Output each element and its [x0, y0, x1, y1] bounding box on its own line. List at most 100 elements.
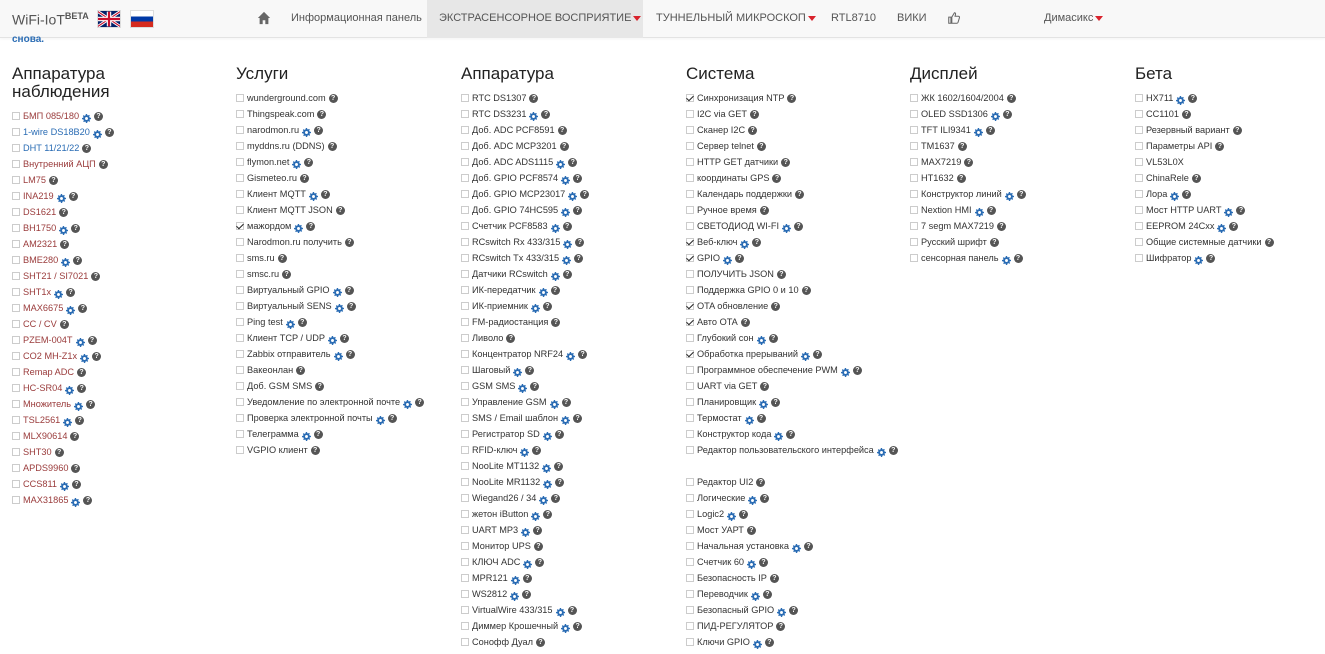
module-checkbox[interactable] [12, 384, 20, 392]
gear-icon[interactable] [75, 336, 85, 347]
module-checkbox[interactable] [910, 158, 918, 166]
module-checkbox[interactable] [686, 446, 694, 454]
gear-icon[interactable] [375, 414, 385, 425]
help-icon[interactable]: ? [522, 573, 532, 583]
help-icon[interactable]: ? [789, 605, 799, 615]
gear-icon[interactable] [1194, 254, 1204, 265]
module-checkbox[interactable] [910, 142, 918, 150]
module-checkbox[interactable] [910, 94, 918, 102]
module-checkbox[interactable] [1135, 174, 1143, 182]
module-checkbox[interactable] [12, 256, 20, 264]
help-icon[interactable]: ? [794, 221, 804, 231]
gear-icon[interactable] [549, 398, 559, 409]
module-checkbox[interactable] [686, 334, 694, 342]
help-icon[interactable]: ? [957, 141, 967, 151]
gear-icon[interactable] [328, 334, 338, 345]
module-checkbox[interactable] [1135, 94, 1143, 102]
help-icon[interactable]: ? [740, 317, 750, 327]
gear-icon[interactable] [1004, 190, 1014, 201]
module-checkbox[interactable] [461, 350, 469, 358]
help-icon[interactable]: ? [1013, 253, 1023, 263]
help-icon[interactable]: ? [750, 109, 760, 119]
help-icon[interactable]: ? [542, 301, 552, 311]
module-checkbox[interactable] [12, 208, 20, 216]
module-checkbox[interactable] [686, 606, 694, 614]
module-checkbox[interactable] [686, 94, 694, 102]
module-checkbox[interactable] [686, 558, 694, 566]
help-icon[interactable]: ? [1264, 237, 1274, 247]
gear-icon[interactable] [561, 206, 571, 217]
help-icon[interactable]: ? [578, 349, 588, 359]
module-checkbox[interactable] [461, 638, 469, 646]
module-label[interactable]: TSL2561 [23, 415, 61, 425]
gear-icon[interactable] [301, 430, 311, 441]
help-icon[interactable]: ? [776, 621, 786, 631]
module-label[interactable]: CCS811 [23, 479, 58, 489]
module-checkbox[interactable] [12, 192, 20, 200]
help-icon[interactable]: ? [771, 397, 781, 407]
module-checkbox[interactable] [236, 446, 244, 454]
module-checkbox[interactable] [686, 158, 694, 166]
module-checkbox[interactable] [1135, 222, 1143, 230]
module-checkbox[interactable] [461, 302, 469, 310]
gear-icon[interactable] [840, 366, 850, 377]
gear-icon[interactable] [538, 286, 548, 297]
module-label[interactable]: CO2 MH-Z1x [23, 351, 78, 361]
module-checkbox[interactable] [686, 574, 694, 582]
help-icon[interactable]: ? [91, 271, 101, 281]
gear-icon[interactable] [294, 222, 304, 233]
help-icon[interactable]: ? [989, 237, 999, 247]
module-checkbox[interactable] [461, 398, 469, 406]
help-icon[interactable]: ? [1229, 221, 1239, 231]
gear-icon[interactable] [550, 270, 560, 281]
help-icon[interactable]: ? [1191, 173, 1201, 183]
module-checkbox[interactable] [1135, 206, 1143, 214]
nav-rtl8710[interactable]: RTL8710 [831, 12, 877, 24]
help-icon[interactable]: ? [756, 477, 766, 487]
module-checkbox[interactable] [1135, 254, 1143, 262]
help-icon[interactable]: ? [1006, 93, 1016, 103]
gear-icon[interactable] [973, 126, 983, 137]
module-checkbox[interactable] [686, 542, 694, 550]
module-checkbox[interactable] [12, 448, 20, 456]
module-checkbox[interactable] [461, 478, 469, 486]
help-icon[interactable]: ? [562, 269, 572, 279]
module-checkbox[interactable] [910, 222, 918, 230]
help-icon[interactable]: ? [1016, 189, 1026, 199]
gear-icon[interactable] [556, 158, 566, 169]
module-checkbox[interactable] [686, 638, 694, 646]
gear-icon[interactable] [1217, 222, 1227, 233]
module-checkbox[interactable] [686, 286, 694, 294]
module-checkbox[interactable] [461, 190, 469, 198]
gear-icon[interactable] [727, 510, 737, 521]
module-checkbox[interactable] [686, 110, 694, 118]
module-checkbox[interactable] [686, 270, 694, 278]
module-checkbox[interactable] [910, 126, 918, 134]
module-label[interactable]: DHT 11/21/22 [23, 143, 80, 153]
help-icon[interactable]: ? [759, 205, 769, 215]
help-icon[interactable]: ? [296, 365, 306, 375]
module-checkbox[interactable] [686, 366, 694, 374]
module-checkbox[interactable] [686, 174, 694, 182]
gear-icon[interactable] [750, 590, 760, 601]
help-icon[interactable]: ? [335, 205, 345, 215]
module-checkbox[interactable] [236, 270, 244, 278]
help-icon[interactable]: ? [787, 93, 797, 103]
nav-user-menu[interactable]: Димасикс [1044, 0, 1104, 38]
module-checkbox[interactable] [461, 158, 469, 166]
help-icon[interactable]: ? [86, 399, 96, 409]
module-label[interactable]: 1-wire DS18B20 [23, 127, 90, 137]
module-checkbox[interactable] [461, 206, 469, 214]
help-icon[interactable]: ? [340, 333, 350, 343]
module-checkbox[interactable] [461, 462, 469, 470]
module-checkbox[interactable] [461, 574, 469, 582]
help-icon[interactable]: ? [752, 237, 762, 247]
help-icon[interactable]: ? [82, 143, 92, 153]
module-checkbox[interactable] [461, 142, 469, 150]
module-label[interactable]: INA219 [23, 191, 54, 201]
module-checkbox[interactable] [236, 398, 244, 406]
module-checkbox[interactable] [236, 334, 244, 342]
module-checkbox[interactable] [236, 254, 244, 262]
module-checkbox[interactable] [461, 590, 469, 598]
module-checkbox[interactable] [461, 558, 469, 566]
